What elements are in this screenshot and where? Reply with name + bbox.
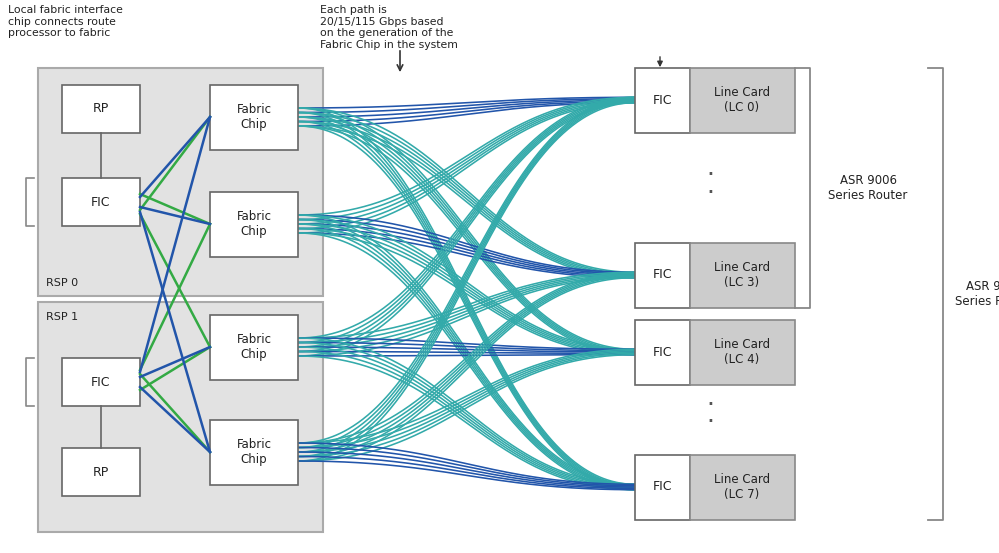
Text: RP: RP	[93, 466, 109, 478]
Bar	[635, 320, 690, 385]
Bar	[62, 358, 140, 406]
Bar	[690, 455, 795, 520]
Text: ·: ·	[706, 393, 714, 417]
Text: RSP 0: RSP 0	[46, 278, 78, 288]
Text: FIC: FIC	[652, 481, 671, 493]
Bar	[62, 448, 140, 496]
Text: ·: ·	[706, 181, 714, 205]
Bar	[635, 243, 690, 308]
Text: Line Card
(LC 3): Line Card (LC 3)	[714, 261, 770, 289]
Text: ·: ·	[706, 410, 714, 434]
Text: Fabric
Chip: Fabric Chip	[237, 438, 272, 466]
Bar	[690, 320, 795, 385]
Text: Local fabric interface
chip connects route
processor to fabric: Local fabric interface chip connects rou…	[8, 5, 123, 38]
Text: FIC: FIC	[652, 346, 671, 358]
Text: ASR 9010
Series Router: ASR 9010 Series Router	[955, 280, 999, 308]
Text: Line Card
(LC 4): Line Card (LC 4)	[714, 338, 770, 366]
Text: FIC: FIC	[91, 196, 111, 208]
Text: ·: ·	[706, 163, 714, 187]
Text: FIC: FIC	[652, 93, 671, 107]
Bar	[210, 192, 298, 257]
Text: Line Card
(LC 0): Line Card (LC 0)	[714, 86, 770, 114]
Bar	[210, 315, 298, 380]
Text: ASR 9006
Series Router: ASR 9006 Series Router	[828, 174, 908, 202]
Bar	[38, 302, 323, 532]
Text: FIC: FIC	[91, 375, 111, 389]
Bar	[690, 68, 795, 133]
Bar	[210, 420, 298, 485]
Bar	[62, 85, 140, 133]
Text: RP: RP	[93, 102, 109, 116]
Text: RSP 1: RSP 1	[46, 312, 78, 322]
Bar	[635, 455, 690, 520]
Text: Fabric
Chip: Fabric Chip	[237, 333, 272, 361]
Bar	[690, 243, 795, 308]
Bar	[210, 85, 298, 150]
Bar	[62, 178, 140, 226]
Text: Fabric
Chip: Fabric Chip	[237, 103, 272, 131]
Text: FIC: FIC	[652, 269, 671, 281]
Bar	[635, 68, 690, 133]
Bar	[38, 68, 323, 296]
Text: Fabric
Chip: Fabric Chip	[237, 210, 272, 238]
Text: Each path is
20/15/115 Gbps based
on the generation of the
Fabric Chip in the sy: Each path is 20/15/115 Gbps based on the…	[320, 5, 458, 50]
Text: Line Card
(LC 7): Line Card (LC 7)	[714, 473, 770, 501]
